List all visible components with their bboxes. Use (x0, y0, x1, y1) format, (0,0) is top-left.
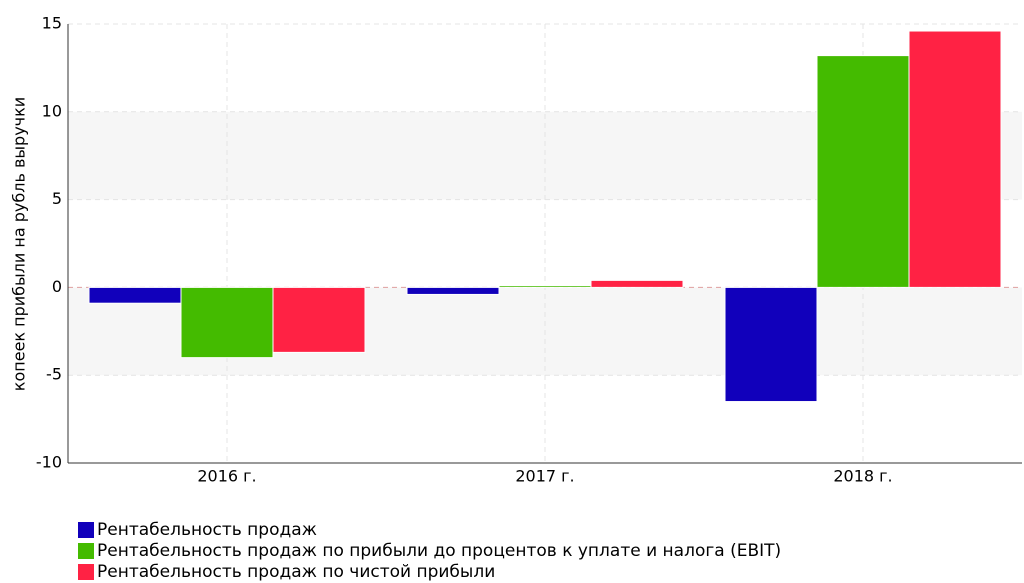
x-tick-label: 2017 г. (515, 467, 574, 486)
y-tick-label: 0 (52, 277, 62, 296)
y-axis-label: копеек прибыли на рубль выручки (10, 97, 29, 391)
y-tick-label: -5 (46, 365, 62, 384)
y-tick-label: 10 (42, 101, 62, 120)
bar (908, 30, 1002, 288)
bar (590, 279, 684, 288)
y-tick-label: 5 (52, 189, 62, 208)
bar (498, 285, 592, 288)
bar (88, 286, 182, 304)
legend-swatch (78, 564, 94, 580)
bar (816, 55, 910, 288)
x-tick-label: 2018 г. (833, 467, 892, 486)
legend-swatch (78, 522, 94, 538)
bar (406, 286, 500, 295)
bar (180, 286, 274, 359)
legend-swatch (78, 543, 94, 559)
bar (724, 286, 818, 403)
legend-label: Рентабельность продаж (97, 520, 317, 540)
legend-label: Рентабельность продаж по прибыли до проц… (97, 541, 781, 561)
legend-label: Рентабельность продаж по чистой прибыли (97, 562, 495, 582)
y-tick-label: -10 (36, 453, 62, 472)
x-tick-label: 2016 г. (197, 467, 256, 486)
y-tick-label: 15 (42, 14, 62, 33)
bar (272, 286, 366, 353)
